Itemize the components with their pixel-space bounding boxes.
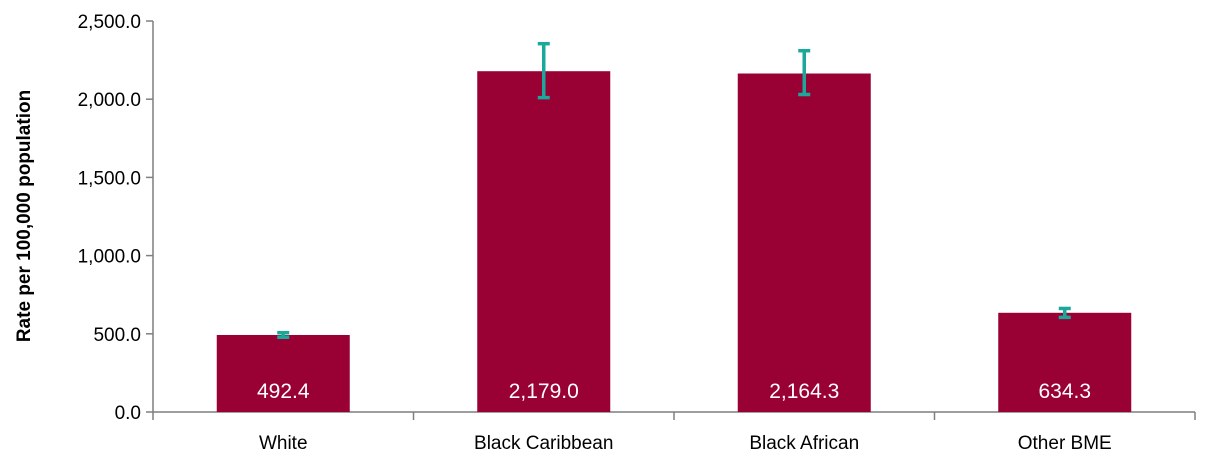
data-label: 2,164.3	[769, 380, 839, 403]
x-tick-label: Black Caribbean	[474, 433, 613, 454]
bar-other-bme	[998, 312, 1132, 412]
error-bars	[277, 41, 1071, 339]
data-label: 634.3	[1038, 380, 1091, 403]
bar-black-caribbean	[477, 71, 611, 412]
y-tick-label: 2,000.0	[78, 90, 141, 111]
x-axis-ticks: White Black Caribbean Black African Other B…	[152, 412, 1196, 454]
bar-white	[216, 334, 350, 412]
bars	[216, 71, 1132, 412]
x-tick-label: Other BME	[1018, 433, 1112, 454]
error-bar	[537, 41, 550, 100]
y-tick-label: 1,000.0	[78, 247, 141, 268]
y-axis-title-group: Rate per 100,000 population	[14, 90, 35, 342]
y-axis-title: Rate per 100,000 population	[14, 90, 35, 342]
x-tick-label: White	[259, 433, 308, 454]
data-labels: 492.4 2,179.0 2,164.3 634.3	[257, 380, 1091, 403]
error-bar	[798, 48, 811, 97]
y-tick-label: 0.0	[115, 403, 141, 424]
bar-black-african	[737, 73, 871, 412]
x-tick-label: Black African	[749, 433, 859, 454]
y-axis-ticks: 0.0 500.0 1,000.0 1,500.0 2,000.0 2,500.0	[78, 12, 153, 424]
y-tick-label: 500.0	[93, 325, 141, 346]
error-bar	[1058, 306, 1071, 320]
y-tick-label: 2,500.0	[78, 12, 141, 33]
y-tick-label: 1,500.0	[78, 168, 141, 189]
data-label: 492.4	[257, 380, 310, 403]
data-label: 2,179.0	[509, 380, 579, 403]
error-bar	[277, 330, 290, 339]
